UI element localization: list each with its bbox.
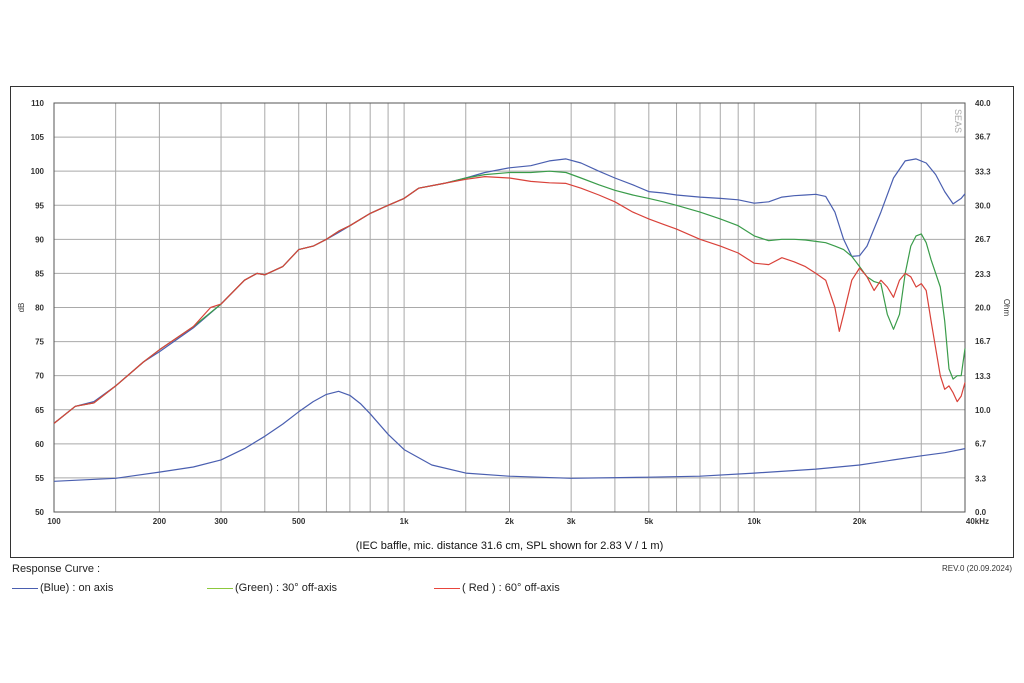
y-tick-label: 80 — [35, 304, 44, 313]
x-tick-label: 3k — [567, 517, 576, 526]
legend-item-red: ( Red ) : 60° off-axis — [434, 582, 560, 594]
y2-tick-label: 10.0 — [975, 406, 991, 415]
y-tick-label: 75 — [35, 338, 44, 347]
y2-tick-label: 13.3 — [975, 372, 991, 381]
y2-tick-label: 33.3 — [975, 168, 991, 177]
curves — [53, 158, 966, 482]
y2-tick-label: 6.7 — [975, 439, 987, 448]
chart-frame: 110 105 100 95 90 85 80 75 70 65 60 55 50 40.0 36.7 33.… — [10, 86, 1014, 558]
watermark: SEAS — [953, 109, 963, 133]
axes: 110 105 100 95 90 85 80 75 70 65 60 55 50 40.0 36.7 33.… — [31, 99, 991, 526]
grid — [53, 102, 966, 513]
y2-tick-label: 20.0 — [975, 304, 991, 313]
y2-tick-label: 16.7 — [975, 337, 991, 346]
revision-label: REV.0 (20.09.2024) — [942, 564, 1012, 573]
y-tick-label: 70 — [35, 372, 44, 381]
legend-swatch-green — [207, 587, 233, 589]
x-tick-label: 500 — [292, 517, 306, 526]
x-tick-label: 10k — [748, 517, 762, 526]
y-tick-label: 55 — [35, 474, 44, 483]
legend-swatch-red — [434, 587, 460, 589]
frequency-response-chart: 110 105 100 95 90 85 80 75 70 65 60 55 50 40.0 36.7 33.… — [17, 99, 1011, 552]
x-tick-label: 2k — [505, 517, 514, 526]
series-line-2 — [53, 176, 966, 424]
y-tick-label: 65 — [35, 406, 44, 415]
right-axis-label: Ohm — [1002, 299, 1011, 317]
y2-tick-label: 3.3 — [975, 474, 987, 483]
legend-label-green: (Green) : 30° off-axis — [235, 582, 338, 594]
legend-item-green: (Green) : 30° off-axis — [207, 582, 337, 594]
y-tick-label: 110 — [31, 99, 44, 108]
x-tick-label: 100 — [47, 517, 61, 526]
x-tick-label: 300 — [214, 517, 228, 526]
y-tick-label: 100 — [31, 167, 45, 176]
legend-label-red: ( Red ) : 60° off-axis — [462, 582, 560, 594]
y2-tick-label: 26.7 — [975, 235, 991, 244]
y2-tick-label: 30.0 — [975, 201, 991, 210]
legend-label-blue: (Blue) : on axis — [40, 582, 114, 594]
legend-item-blue: (Blue) : on axis — [12, 582, 113, 594]
x-tick-label: 1k — [400, 517, 409, 526]
legend-title: Response Curve : — [12, 563, 101, 575]
y-tick-label: 95 — [35, 201, 44, 210]
x-tick-label: 40kHz — [966, 517, 989, 526]
x-tick-label: 5k — [644, 517, 653, 526]
x-tick-label: 20k — [853, 517, 867, 526]
y2-tick-label: 23.3 — [975, 270, 991, 279]
x-tick-label: 200 — [153, 517, 167, 526]
legend-swatch-blue — [12, 587, 38, 589]
y-tick-label: 60 — [35, 440, 44, 449]
y2-tick-label: 40.0 — [975, 99, 991, 108]
y2-tick-label: 36.7 — [975, 133, 991, 142]
y2-tick-label: 0.0 — [975, 508, 987, 517]
y-tick-label: 105 — [31, 133, 45, 142]
chart-caption: (IEC baffle, mic. distance 31.6 cm, SPL … — [356, 540, 664, 552]
plot-area-border — [53, 102, 966, 513]
series-line-3 — [53, 390, 966, 482]
y-tick-label: 50 — [35, 508, 44, 517]
y-tick-label: 90 — [35, 235, 44, 244]
left-axis-label: dB — [17, 303, 26, 313]
y-tick-label: 85 — [35, 269, 44, 278]
